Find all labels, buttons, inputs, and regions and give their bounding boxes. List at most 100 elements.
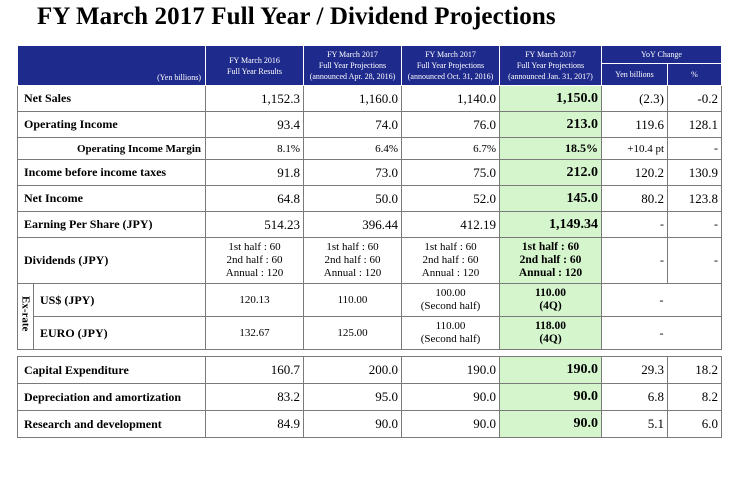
- cell: 90.0: [401, 383, 500, 411]
- col-yoy-pct: %: [667, 63, 722, 86]
- cell-highlight: 90.0: [499, 410, 602, 438]
- cell: -: [601, 316, 722, 350]
- header-row: (Yen billions) FY March 2016 Full Year Re…: [17, 45, 722, 86]
- row-usd: Ex-rate US$ (JPY) 120.13 110.00 100.00 (S…: [17, 283, 722, 350]
- row-dividends: Dividends (JPY) 1st half : 60 2nd half : …: [17, 237, 722, 284]
- cell: 125.00: [303, 316, 402, 350]
- cell-highlight: 212.0: [499, 159, 602, 186]
- cell: 1,152.3: [205, 85, 304, 112]
- cell: 52.0: [401, 185, 500, 212]
- cell: 1st half : 60 2nd half : 60 Annual : 120: [205, 237, 304, 284]
- cell: 110.00: [303, 283, 402, 317]
- cell: 93.4: [205, 111, 304, 138]
- cell: 1,160.0: [303, 85, 402, 112]
- row-operating-margin: Operating Income Margin 8.1% 6.4% 6.7% 1…: [17, 137, 722, 160]
- cell: 74.0: [303, 111, 402, 138]
- cell: 1st half : 60 2nd half : 60 Annual : 120: [401, 237, 500, 284]
- cell: 514.23: [205, 211, 304, 238]
- row-label: Operating Income Margin: [17, 137, 206, 160]
- cell: 8.1%: [205, 137, 304, 160]
- cell: 73.0: [303, 159, 402, 186]
- cell-highlight: 90.0: [499, 383, 602, 411]
- cell: 120.2: [601, 159, 668, 186]
- cell: 6.4%: [303, 137, 402, 160]
- page-title: FY March 2017 Full Year / Dividend Proje…: [37, 3, 556, 30]
- row-label: Capital Expenditure: [17, 356, 206, 384]
- col-yoy-change: YoY Change: [601, 45, 722, 64]
- cell: 6.8: [601, 383, 668, 411]
- cell: 190.0: [401, 356, 500, 384]
- cell: 128.1: [667, 111, 722, 138]
- col-proj-apr: FY March 2017 Full Year Projections (annou…: [303, 45, 402, 86]
- row-label: Earning Per Share (JPY): [17, 211, 206, 238]
- cell: 80.2: [601, 185, 668, 212]
- row-label: Net Income: [17, 185, 206, 212]
- col-fy2016-results: FY March 2016 Full Year Results: [205, 45, 304, 86]
- row-net-sales: Net Sales 1,152.3 1,160.0 1,140.0 1,150.…: [17, 85, 722, 112]
- cell-highlight: 213.0: [499, 111, 602, 138]
- cell: -0.2: [667, 85, 722, 112]
- cell: -: [667, 211, 722, 238]
- col-proj-oct: FY March 2017 Full Year Projections (annou…: [401, 45, 500, 86]
- row-euro: EURO (JPY) 132.67 125.00 110.00 (Second h…: [18, 316, 722, 350]
- cell: 1st half : 60 2nd half : 60 Annual : 120: [303, 237, 402, 284]
- row-label: Net Sales: [17, 85, 206, 112]
- cell: 90.0: [401, 410, 500, 438]
- cell: 83.2: [205, 383, 304, 411]
- cell: -: [667, 237, 722, 284]
- cell: 119.6: [601, 111, 668, 138]
- cell: 18.2: [667, 356, 722, 384]
- cell: 132.67: [205, 316, 304, 350]
- cell: 1,140.0: [401, 85, 500, 112]
- row-research: Research and development 84.9 90.0 90.0 …: [17, 410, 722, 438]
- cell: 200.0: [303, 356, 402, 384]
- row-label: US$ (JPY): [33, 283, 206, 317]
- row-capex: Capital Expenditure 160.7 200.0 190.0 19…: [17, 356, 722, 384]
- cell: 412.19: [401, 211, 500, 238]
- cell: (2.3): [601, 85, 668, 112]
- cell: 90.0: [303, 410, 402, 438]
- col-proj-jan: FY March 2017 Full Year Projections (annou…: [499, 45, 602, 86]
- cell-highlight: 190.0: [499, 356, 602, 384]
- cell: +10.4 pt: [601, 137, 668, 160]
- cell-highlight: 110.00 (4Q): [499, 283, 602, 317]
- cell-highlight: 145.0: [499, 185, 602, 212]
- row-label: Research and development: [17, 410, 206, 438]
- row-eps: Earning Per Share (JPY) 514.23 396.44 41…: [17, 211, 722, 238]
- cell: 130.9: [667, 159, 722, 186]
- cell: 95.0: [303, 383, 402, 411]
- cell: 50.0: [303, 185, 402, 212]
- cell: 100.00 (Second half): [401, 283, 500, 317]
- projections-table: (Yen billions) FY March 2016 Full Year Re…: [17, 45, 722, 438]
- section-gap: [17, 349, 722, 357]
- cell-highlight: 18.5%: [499, 137, 602, 160]
- row-net-income: Net Income 64.8 50.0 52.0 145.0 80.2 123…: [17, 185, 722, 212]
- cell: 110.00 (Second half): [401, 316, 500, 350]
- cell: -: [667, 137, 722, 160]
- cell-highlight: 118.00 (4Q): [499, 316, 602, 350]
- cell: 6.7%: [401, 137, 500, 160]
- unit-label: (Yen billions): [17, 45, 206, 86]
- cell: 160.7: [205, 356, 304, 384]
- col-yoy-yen: Yen billions: [601, 63, 668, 86]
- cell: -: [601, 211, 668, 238]
- cell-highlight: 1,149.34: [499, 211, 602, 238]
- exrate-label: Ex-rate: [17, 283, 34, 350]
- cell: 64.8: [205, 185, 304, 212]
- row-depreciation: Depreciation and amortization 83.2 95.0 …: [17, 383, 722, 411]
- row-label: Dividends (JPY): [17, 237, 206, 284]
- cell: 6.0: [667, 410, 722, 438]
- cell: 120.13: [205, 283, 304, 317]
- cell: 91.8: [205, 159, 304, 186]
- cell: -: [601, 283, 722, 317]
- row-label: Income before income taxes: [17, 159, 206, 186]
- row-label: EURO (JPY): [33, 316, 206, 350]
- cell: 84.9: [205, 410, 304, 438]
- cell: 8.2: [667, 383, 722, 411]
- cell: -: [601, 237, 668, 284]
- cell: 5.1: [601, 410, 668, 438]
- cell: 396.44: [303, 211, 402, 238]
- cell-highlight: 1,150.0: [499, 85, 602, 112]
- cell: 29.3: [601, 356, 668, 384]
- cell: 76.0: [401, 111, 500, 138]
